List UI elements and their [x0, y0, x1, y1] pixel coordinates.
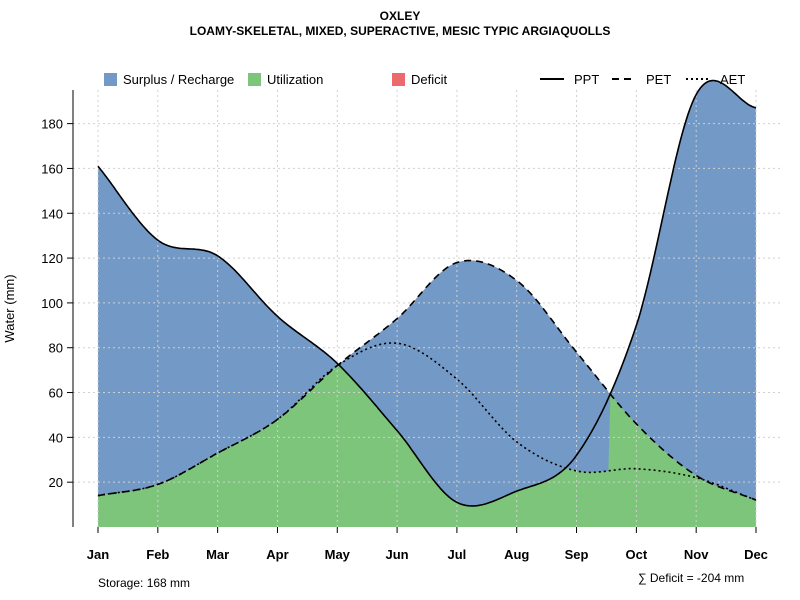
x-tick-label-Aug: Aug [504, 547, 529, 562]
surplus-upper-area [98, 80, 756, 506]
x-tick-label-Feb: Feb [146, 547, 169, 562]
legend-line-label: PET [646, 72, 671, 87]
x-tick-label-Dec: Dec [744, 547, 768, 562]
storage-note: Storage: 168 mm [98, 576, 191, 590]
legend-deficit-swatch [392, 73, 405, 86]
deficit-note: ∑ Deficit = -204 mm [638, 571, 745, 585]
y-tick-label-120: 120 [41, 251, 63, 266]
x-tick-label-Oct: Oct [626, 547, 648, 562]
x-tick-label-Jan: Jan [87, 547, 109, 562]
x-tick-label-Jul: Jul [448, 547, 467, 562]
x-tick-label-Jun: Jun [386, 547, 409, 562]
legend-line-label: AET [720, 72, 745, 87]
x-tick-label-Sep: Sep [565, 547, 589, 562]
legend-line-aet: AET [686, 72, 745, 87]
y-axis-label: Water (mm) [2, 274, 17, 342]
y-tick-label-40: 40 [49, 430, 63, 445]
legend-utilization-label: Utilization [267, 72, 324, 87]
legend-line-ppt: PPT [540, 72, 599, 87]
series-line-pet [97, 259, 757, 501]
y-tick-label-60: 60 [49, 386, 63, 401]
y-tick-label-140: 140 [41, 206, 63, 221]
y-tick-label-100: 100 [41, 296, 63, 311]
legend-deficit-label: Deficit [411, 72, 448, 87]
legend-surplus: Surplus / Recharge [104, 72, 234, 87]
legend-surplus-label: Surplus / Recharge [123, 72, 235, 87]
series-line-aet [97, 342, 757, 501]
legend-utilization: Utilization [248, 72, 323, 87]
chart-subtitle: LOAMY-SKELETAL, MIXED, SUPERACTIVE, MESI… [189, 24, 611, 38]
y-tick-label-180: 180 [41, 117, 63, 132]
legend-deficit: Deficit [392, 72, 447, 87]
legend-line-label: PPT [574, 72, 599, 87]
x-tick-label-Apr: Apr [266, 547, 288, 562]
x-tick-label-Mar: Mar [206, 547, 229, 562]
y-tick-label-160: 160 [41, 161, 63, 176]
x-tick-label-May: May [325, 547, 351, 562]
legend-surplus-swatch [104, 73, 117, 86]
series-line-ppt [97, 79, 757, 507]
legend-utilization-swatch [248, 73, 261, 86]
y-tick-label-80: 80 [49, 341, 63, 356]
chart-title: OXLEY [379, 9, 421, 23]
y-tick-label-20: 20 [49, 475, 63, 490]
x-tick-label-Nov: Nov [684, 547, 709, 562]
legend-line-pet: PET [612, 72, 671, 87]
